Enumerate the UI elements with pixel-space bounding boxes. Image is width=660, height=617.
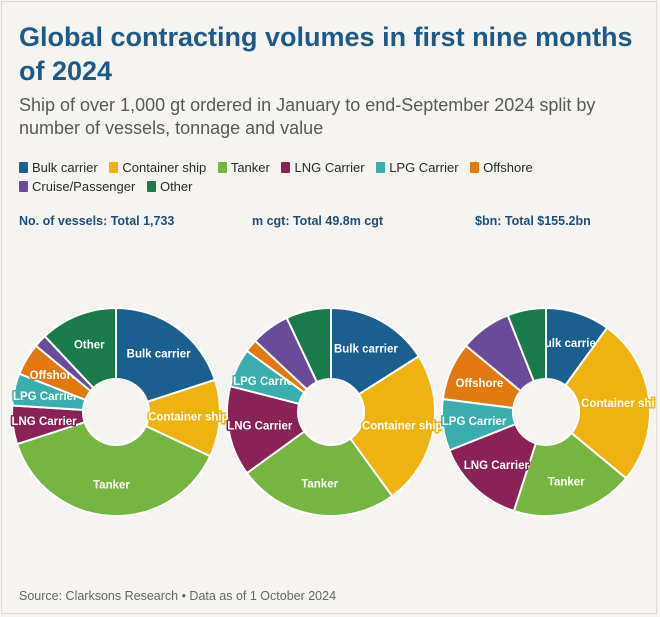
- panel-title-value: $bn: Total $155.2bn: [475, 214, 591, 228]
- slice-container-ship: [349, 354, 436, 498]
- legend-swatch: [19, 162, 28, 173]
- legend-label: Other: [159, 179, 193, 194]
- slice-tanker: [512, 431, 628, 517]
- legend-swatch: [109, 162, 119, 173]
- slice-other: [506, 306, 547, 383]
- legend-item-bulk-carrier: Bulk carrier: [19, 158, 98, 177]
- chart-title: Global contracting volumes in first nine…: [19, 22, 633, 86]
- slice-bulk-carrier: [330, 306, 421, 396]
- legend-label: LPG Carrier: [389, 160, 459, 175]
- slice-label-container-ship: Container ship: [362, 421, 443, 433]
- legend-label: Offshore: [483, 160, 533, 175]
- donut-1: Bulk carrier Container ship Tanker LNG Carr…: [10, 306, 230, 517]
- slice-label-tanker: Tanker: [301, 479, 338, 491]
- slice-label-bulk-carrier: Bulk carrier: [334, 343, 398, 355]
- slice-label-offshore: Offshore: [30, 370, 78, 382]
- legend-item-cruise-passenger: Cruise/Passenger: [19, 177, 135, 196]
- legend-swatch: [376, 162, 386, 173]
- chart-subtitle: Ship of over 1,000 gt ordered in January…: [19, 95, 596, 138]
- legend-label: LNG Carrier: [294, 160, 365, 175]
- legend-label: Container ship: [122, 160, 207, 175]
- slice-label-lng-carrier: LNG Carrier: [11, 416, 77, 428]
- legend-swatch: [146, 181, 156, 192]
- slice-label-lpg-carrier: LPG Carrier: [13, 391, 78, 403]
- slice-bulk-carrier: [115, 306, 217, 404]
- slice-label-lng-carrier: LNG Carrier: [464, 460, 530, 472]
- legend-item-tanker: Tanker: [217, 158, 270, 177]
- legend: Bulk carrier Container ship Tanker LNG C…: [19, 158, 619, 196]
- slice-other: [285, 306, 332, 384]
- slice-label-offshore: Offshore: [456, 378, 504, 390]
- legend-swatch: [470, 162, 480, 173]
- legend-swatch: [281, 162, 291, 173]
- slice-container-ship: [564, 326, 651, 480]
- legend-label: Bulk carrier: [32, 160, 98, 175]
- legend-swatch: [217, 162, 227, 173]
- donut-2: Bulk carrier Container ship Tanker LNG Carr…: [226, 306, 444, 517]
- legend-item-lng-carrier: LNG Carrier: [281, 158, 365, 177]
- slice-label-bulk-carrier: Bulk carrier: [536, 338, 600, 350]
- slice-tanker: [15, 420, 212, 517]
- slice-tanker: [245, 430, 394, 517]
- legend-item-other: Other: [146, 177, 193, 196]
- legend-item-container-ship: Container ship: [109, 158, 206, 177]
- panel-title-cgt: m cgt: Total 49.8m cgt: [252, 214, 384, 228]
- slice-other: [43, 306, 117, 390]
- source-note: Source: Clarksons Research • Data as of …: [19, 589, 337, 603]
- slice-label-container-ship: Container ship: [148, 412, 229, 424]
- donut-3: Bulk carrier Container shi Tanker LNG Carri…: [440, 306, 656, 517]
- slice-label-lpg-carrier: LPG Carrier: [442, 416, 507, 428]
- slice-label-bulk-carrier: Bulk carrier: [127, 348, 191, 360]
- legend-label: Tanker: [230, 160, 270, 175]
- legend-item-offshore: Offshore: [470, 158, 533, 177]
- legend-label: Cruise/Passenger: [32, 179, 136, 194]
- legend-swatch: [19, 181, 28, 192]
- slice-label-tanker: Tanker: [548, 477, 585, 489]
- slice-label-tanker: Tanker: [93, 479, 130, 491]
- panel-title-vessels: No. of vessels: Total 1,733: [19, 214, 175, 228]
- slice-label-lpg-carrier: LPG Carrier: [233, 376, 298, 388]
- slice-label-container-ship: Container shi: [581, 398, 654, 410]
- slice-label-other: Other: [74, 340, 105, 352]
- slice-label-lng-carrier: LNG Carrier: [227, 421, 293, 433]
- legend-item-lpg-carrier: LPG Carrier: [376, 158, 459, 177]
